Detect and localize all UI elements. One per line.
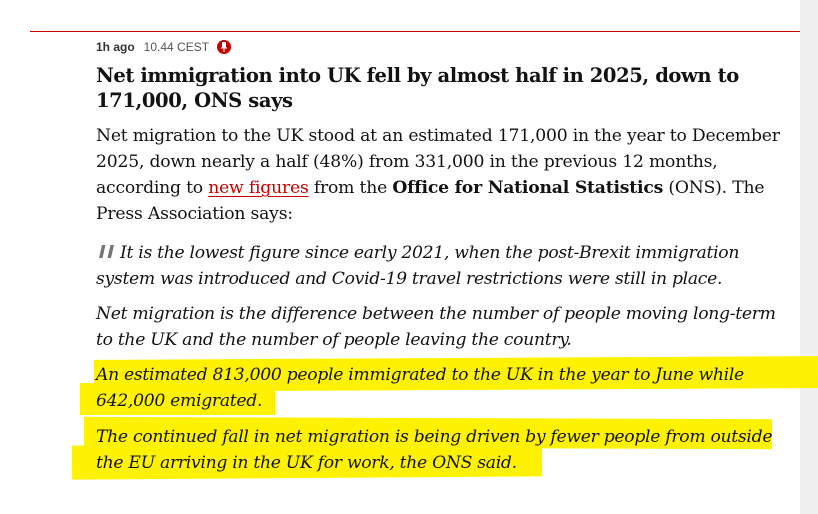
- pinned-icon: [217, 40, 232, 54]
- post-timestamp: 10.44 CEST: [143, 40, 210, 54]
- highlight-mark: [80, 383, 275, 415]
- blockquote-paragraph-3: An estimated 813,000 people immigrated t…: [96, 365, 744, 411]
- intro-text-2: from the: [308, 178, 393, 198]
- quote-text-1: It is the lowest figure since early 2021…: [96, 243, 740, 289]
- intro-text-3: (ONS). The Press Association says:: [96, 178, 765, 224]
- post-divider: [30, 31, 800, 32]
- new-figures-link[interactable]: new figures: [208, 178, 309, 198]
- blockquote-paragraph-1: It is the lowest figure since early 2021…: [96, 240, 796, 292]
- intro-text-1: Net migration to the UK stood at an esti…: [96, 126, 780, 198]
- blockquote-paragraph-2: Net migration is the difference between …: [96, 304, 776, 350]
- post-meta: 1h ago 10.44 CEST: [96, 40, 232, 54]
- post-intro: Net migration to the UK stood at an esti…: [96, 123, 786, 227]
- blockquote-paragraph-4: The continued fall in net migration is b…: [96, 427, 773, 473]
- quote-mark-icon: [96, 240, 116, 266]
- ons-name: Office for National Statistics: [392, 178, 664, 198]
- post-title: Net immigration into UK fell by almost h…: [96, 64, 739, 112]
- post-time-ago: 1h ago: [96, 40, 135, 54]
